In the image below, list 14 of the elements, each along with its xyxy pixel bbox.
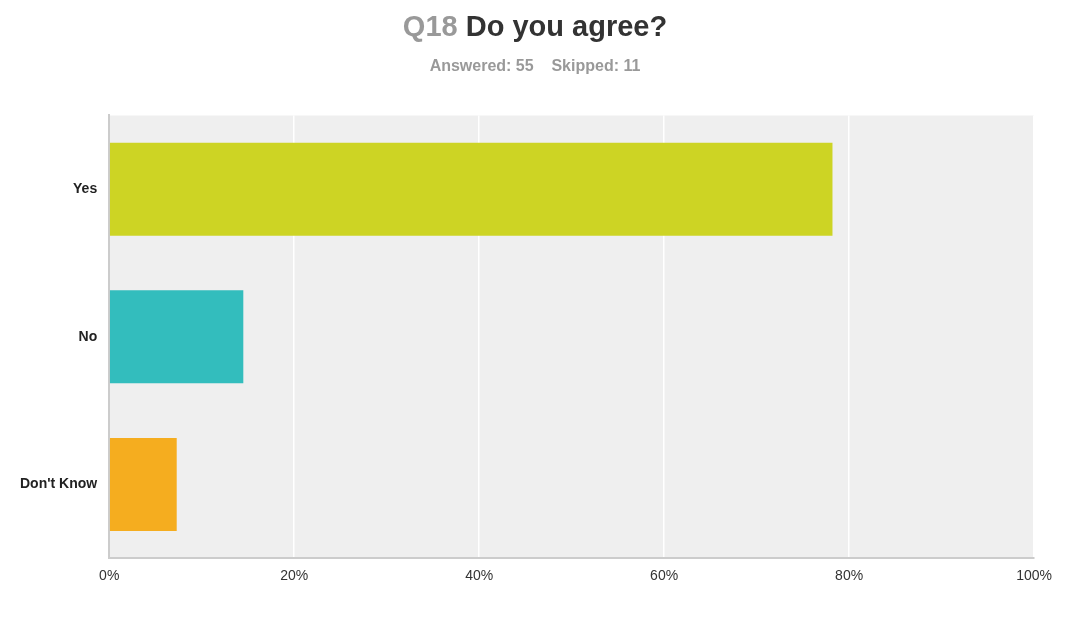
bar [109, 290, 244, 384]
y-tick-label: Yes [73, 180, 98, 197]
y-tick-label: Don't Know [20, 475, 98, 492]
x-tick-label: 60% [650, 567, 679, 584]
chart-title: Q18 Do you agree? [402, 10, 668, 42]
x-tick-label: 100% [1016, 567, 1052, 584]
chart-subtitle: Answered: 55 Skipped: 11 [428, 57, 642, 75]
bar [109, 437, 177, 531]
y-tick-label: No [78, 327, 98, 344]
x-tick-label: 80% [835, 567, 864, 584]
bar [109, 142, 833, 236]
x-tick-label: 0% [99, 567, 120, 584]
x-tick-label: 20% [280, 567, 309, 584]
x-tick-label: 40% [465, 567, 494, 584]
